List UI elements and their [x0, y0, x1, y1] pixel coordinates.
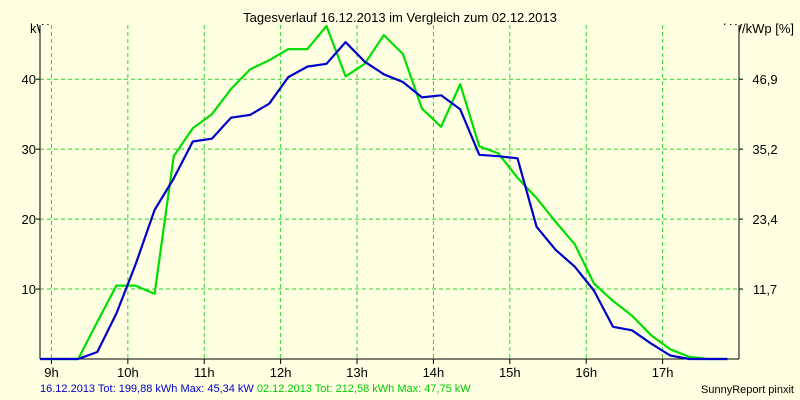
x-tick-label: 11h	[194, 365, 215, 380]
y2-tick-label: 35,2	[752, 142, 777, 157]
legend-series-02-12-2013: 02.12.2013 Tot: 212,58 kWh Max: 47,75 kW	[256, 383, 471, 395]
x-tick-label: 13h	[346, 365, 368, 380]
x-tick-label: 16h	[575, 365, 597, 380]
x-tick-label: 17h	[652, 365, 674, 380]
series-line-16-12-2013	[40, 40, 728, 361]
chart-axes	[36, 25, 743, 364]
y-tick-label: 40	[22, 72, 36, 87]
y-tick-label: 20	[22, 212, 36, 227]
x-tick-label: 15h	[499, 365, 521, 380]
x-tick-label: 9h	[44, 365, 58, 380]
y2-tick-label: 46,9	[752, 72, 777, 87]
chart-grid	[40, 25, 739, 359]
y2-tick-label: 23,4	[752, 212, 777, 227]
x-tick-label: 14h	[423, 365, 445, 380]
y-axis-unit-right: kW/kWp [%]	[723, 21, 794, 36]
x-tick-label: 10h	[117, 365, 139, 380]
y2-tick-label: 11,7	[753, 282, 777, 297]
y-tick-label: 30	[22, 142, 36, 157]
chart-tick-labels: 9h 10h 11h 12h 13h 14h 15h 16h 17h 10 11,7 20 23,4 30…	[22, 72, 778, 380]
plot-area	[40, 25, 739, 359]
legend-series-16-12-2013: 16.12.2013 Tot: 199,88 kWh Max: 45,34 kW	[40, 383, 254, 395]
series-line-02-12-2013	[40, 24, 728, 361]
chart-lines	[40, 24, 728, 361]
y-tick-label: 10	[22, 282, 36, 297]
chart-title: Tagesverlauf 16.12.2013 im Vergleich zum…	[243, 10, 557, 25]
x-tick-label: 12h	[270, 365, 292, 380]
footer-legend: 16.12.2013 Tot: 199,88 kWh Max: 45,34 kW…	[40, 383, 471, 395]
brand-label: SunnyReport pinxit	[701, 384, 794, 396]
